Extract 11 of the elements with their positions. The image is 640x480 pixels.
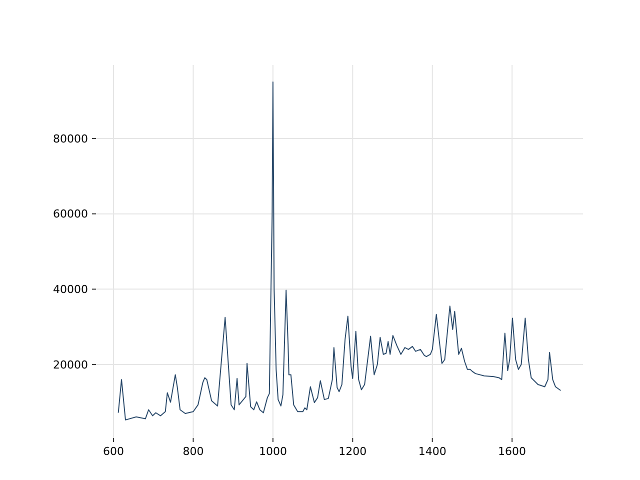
x-tick-label: 1400 bbox=[418, 445, 446, 458]
y-tick-label: 20000 bbox=[53, 358, 88, 372]
x-tick-label: 1200 bbox=[338, 445, 367, 458]
x-tick-label: 600 bbox=[103, 445, 124, 458]
x-tick-label: 1600 bbox=[498, 445, 526, 458]
y-tick-label: 80000 bbox=[53, 132, 88, 146]
y-tick-label: 40000 bbox=[53, 283, 88, 296]
x-tick-label: 800 bbox=[182, 445, 204, 458]
y-tick-label: 60000 bbox=[53, 208, 88, 221]
line-series bbox=[118, 81, 562, 420]
x-tick-label: 1000 bbox=[258, 445, 287, 458]
